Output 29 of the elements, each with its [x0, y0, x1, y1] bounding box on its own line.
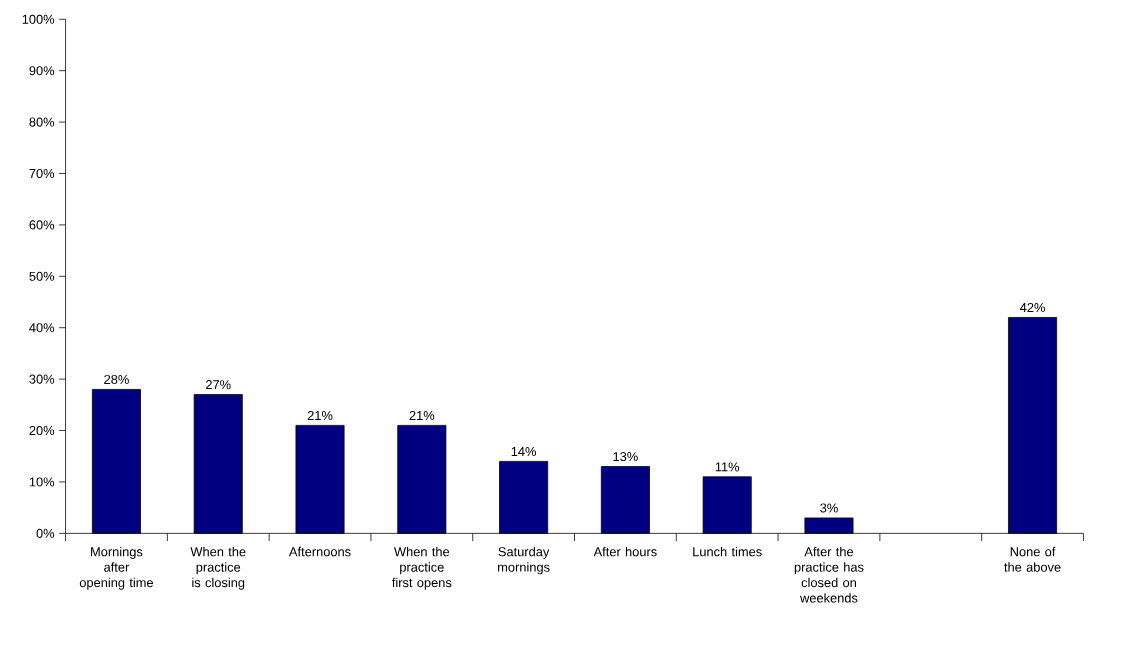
y-tick-label: 50% — [29, 271, 55, 281]
x-tick-label: When the practice is closing — [190, 546, 246, 590]
y-tick-label: 30% — [29, 374, 55, 384]
x-tick-label: After hours — [593, 546, 657, 557]
data-label: 42% — [1019, 302, 1045, 312]
data-label: 11% — [715, 462, 740, 472]
data-label: 14% — [511, 446, 537, 456]
y-tick-label: 40% — [29, 323, 55, 333]
y-tick-label: 20% — [29, 425, 55, 435]
x-tick-label: None of the above — [1004, 546, 1061, 572]
y-tick-label: 60% — [29, 220, 55, 230]
y-tick-label: 100% — [22, 14, 55, 24]
x-tick-label: After the practice has closed on weekends — [794, 546, 864, 603]
x-tick-label: When the practice first opens — [392, 546, 452, 590]
data-label: 13% — [613, 451, 638, 461]
data-label: 3% — [820, 503, 838, 513]
x-tick-label: Saturday mornings — [498, 546, 550, 575]
y-tick-label: 90% — [29, 65, 55, 76]
x-tick-label: Lunch times — [693, 546, 762, 557]
y-tick-label: 70% — [29, 168, 55, 178]
data-label: 21% — [307, 410, 333, 420]
x-tick-label: Mornings after opening time — [79, 546, 154, 590]
data-label: 28% — [104, 374, 129, 384]
y-tick-label: 80% — [29, 117, 55, 127]
data-label: 21% — [409, 410, 435, 420]
y-tick-label: 0% — [36, 528, 55, 538]
y-tick-label: 10% — [29, 477, 55, 487]
data-label: 27% — [206, 379, 231, 390]
x-tick-label: Afternoons — [288, 546, 351, 557]
